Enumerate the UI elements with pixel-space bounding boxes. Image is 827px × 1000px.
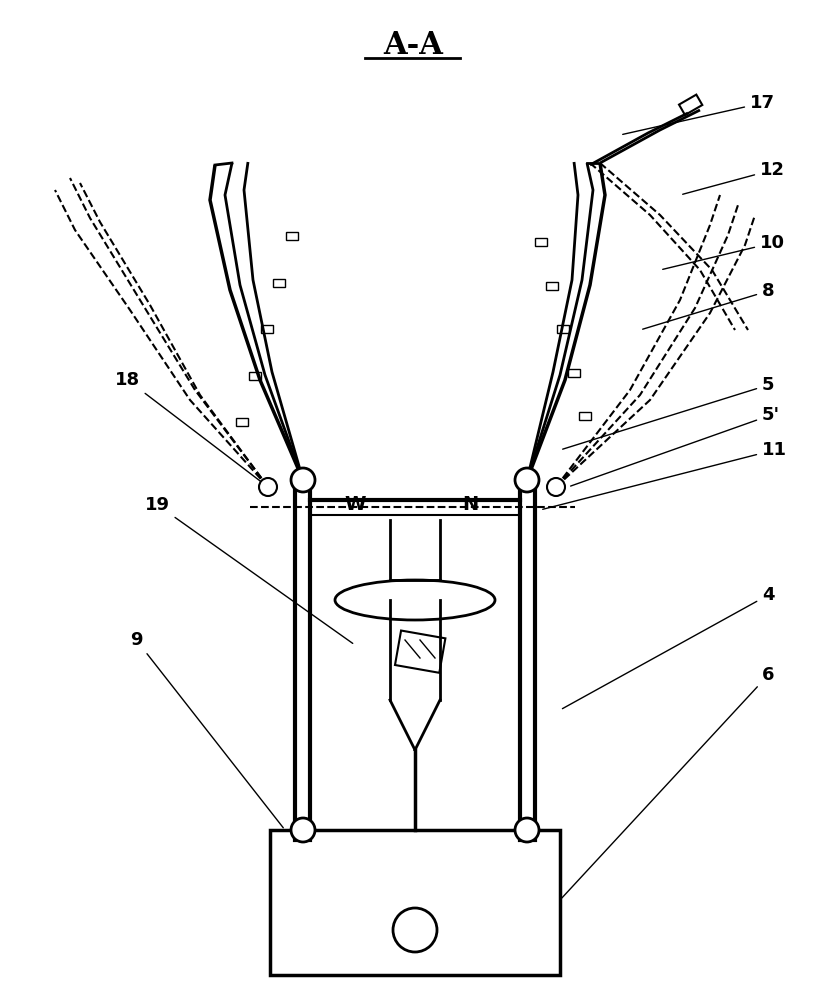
Bar [679,95,702,115]
Bar [557,325,569,333]
Text: 12: 12 [682,161,785,194]
Text: 9: 9 [130,631,284,828]
Bar [395,631,446,673]
Text: 5': 5' [571,406,780,486]
Text: 18: 18 [115,371,265,485]
Text: 17: 17 [623,94,775,134]
Bar [286,232,298,240]
Bar [535,238,547,246]
Text: 4: 4 [562,586,775,709]
Text: 6: 6 [562,666,775,898]
Circle shape [259,478,277,496]
Circle shape [291,468,315,492]
Bar [568,369,580,377]
Circle shape [547,478,565,496]
Bar [249,372,261,380]
Text: 5: 5 [562,376,775,449]
Circle shape [291,818,315,842]
Text: 11: 11 [543,441,787,509]
Bar [261,325,273,333]
Bar [579,412,591,420]
Circle shape [515,818,539,842]
Circle shape [393,908,437,952]
Circle shape [515,468,539,492]
Bar [273,279,285,287]
Text: 8: 8 [643,282,775,329]
Text: 19: 19 [145,496,353,643]
Bar [236,418,248,426]
Text: N: N [461,495,478,514]
Bar [546,282,558,290]
Text: A-A: A-A [383,29,443,60]
Text: 10: 10 [662,234,785,269]
Bar [270,830,560,975]
Text: W: W [344,495,366,514]
